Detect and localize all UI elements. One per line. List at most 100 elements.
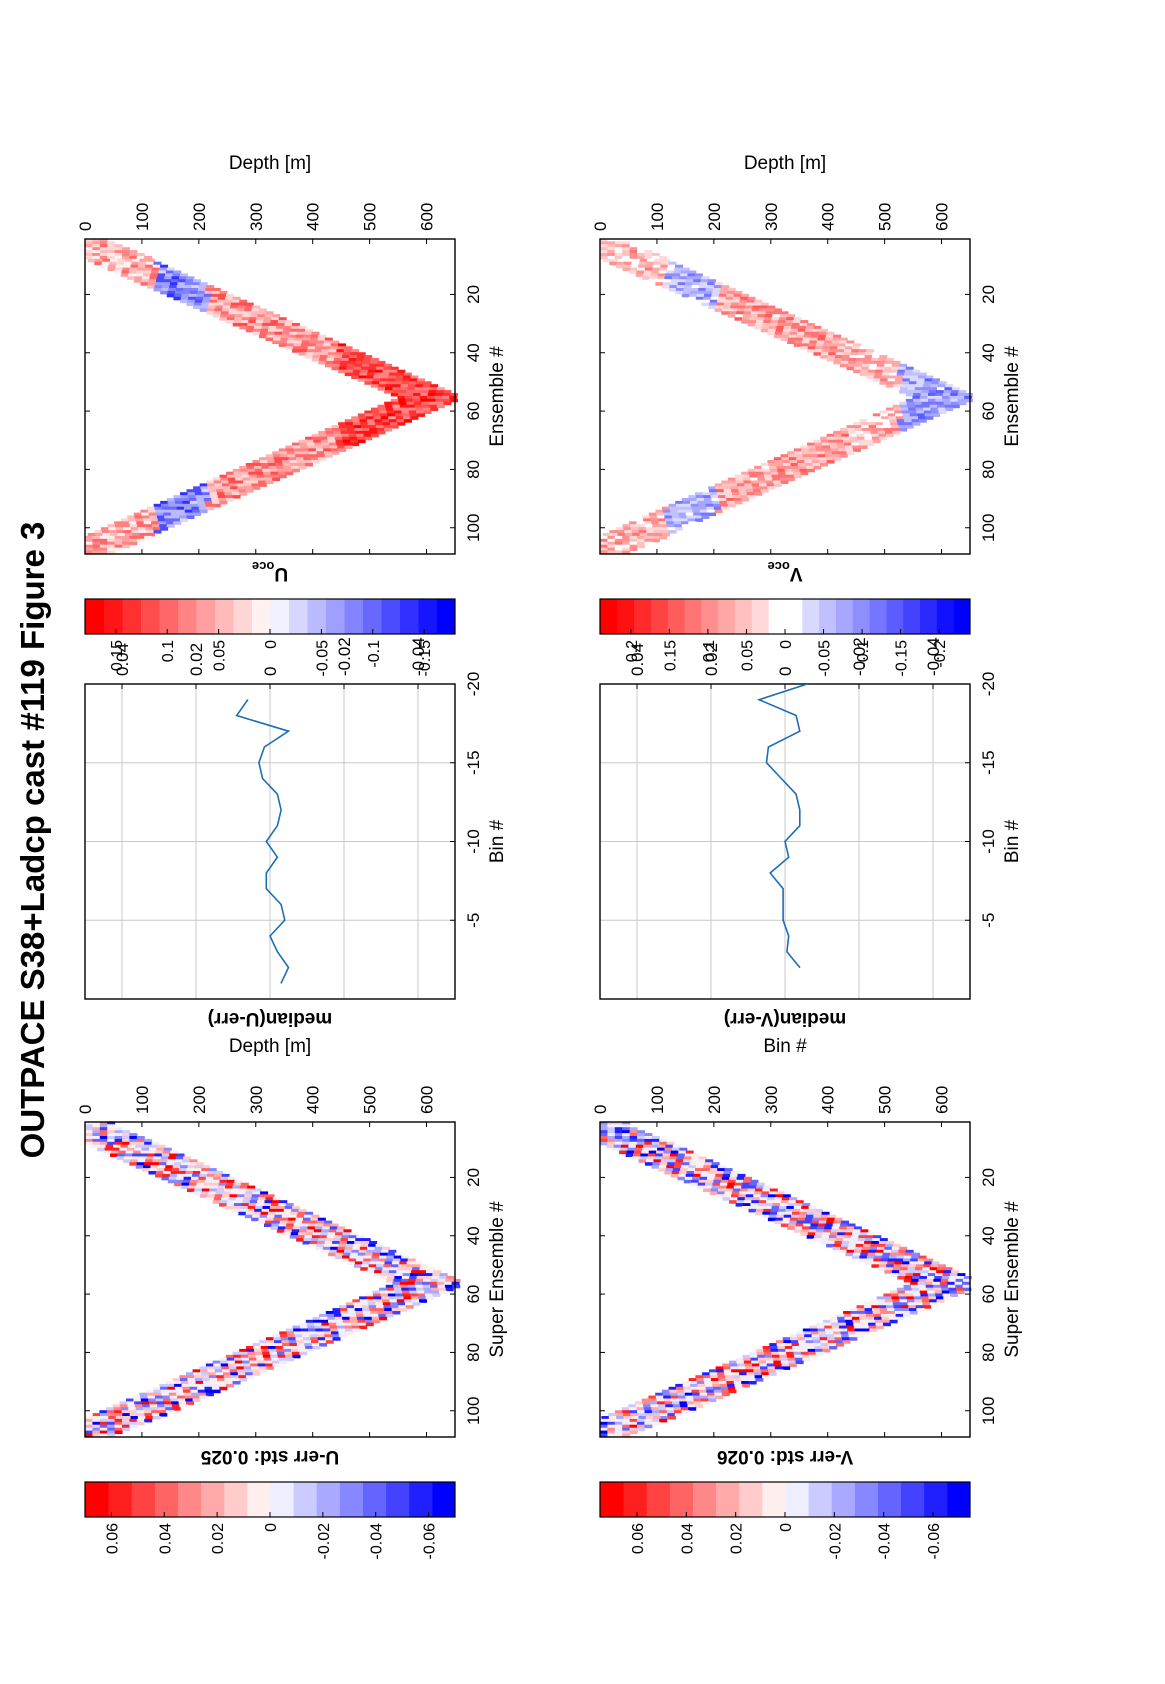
heatmap-cell	[920, 1293, 929, 1297]
heatmap-cell	[880, 378, 889, 382]
heatmap-cell	[663, 1150, 672, 1155]
heatmap-cell	[219, 317, 228, 321]
heatmap-cell	[909, 378, 918, 382]
heatmap-cell	[787, 340, 796, 344]
heatmap-cell	[157, 518, 166, 522]
heatmap-cell	[160, 500, 169, 505]
heatmap-cell	[151, 521, 160, 525]
heatmap-cell	[200, 1369, 208, 1373]
heatmap-cell	[364, 436, 373, 441]
heatmap-cell	[340, 430, 349, 435]
heatmap-cell	[291, 468, 300, 473]
heatmap-cell	[807, 1346, 815, 1350]
heatmap-cell	[814, 349, 823, 353]
heatmap-cell	[805, 1340, 814, 1344]
colorbar-segment	[669, 1482, 694, 1517]
heatmap-cell	[413, 1264, 422, 1268]
heatmap-cell	[666, 1410, 675, 1414]
heatmap-cell	[220, 1176, 229, 1181]
heatmap-cell	[185, 1171, 194, 1175]
heatmap-cell	[211, 293, 220, 298]
heatmap-cell	[889, 1255, 897, 1260]
heatmap-cell	[92, 541, 101, 546]
heatmap-cell	[607, 1418, 616, 1423]
heatmap-cell	[305, 1346, 314, 1350]
heatmap-cell	[808, 1351, 817, 1356]
heatmap-cell	[784, 1211, 793, 1216]
heatmap-cell	[423, 381, 432, 385]
heatmap-cell	[428, 390, 437, 394]
heatmap-cell	[900, 407, 909, 412]
heatmap-cell	[790, 1340, 799, 1344]
heatmap-cell	[607, 241, 616, 245]
series-point	[806, 684, 808, 685]
colorbar-segment	[900, 1482, 925, 1517]
heatmap-cell	[933, 1284, 942, 1289]
heatmap-cell	[301, 340, 310, 344]
heatmap-cell	[831, 1322, 840, 1327]
heatmap-cell	[888, 416, 897, 420]
heatmap-cell	[722, 1173, 731, 1178]
heatmap-cell	[189, 293, 197, 298]
heatmap-cell	[260, 1346, 269, 1350]
heatmap-cell	[685, 509, 693, 514]
heatmap-cell	[838, 448, 847, 452]
heatmap-cell	[324, 1220, 333, 1225]
heatmap-cell	[241, 317, 250, 321]
heatmap-cell	[169, 285, 178, 289]
heatmap-cell	[327, 355, 336, 359]
heatmap-cell	[662, 282, 671, 286]
heatmap-cell	[202, 1378, 211, 1382]
heatmap-cell	[254, 325, 262, 330]
heatmap-cell	[793, 474, 802, 479]
bin-tick-label: -15	[979, 750, 998, 775]
y-tick-label: 300	[762, 203, 781, 231]
heatmap-cell	[285, 1328, 294, 1332]
heatmap-cell	[856, 1241, 865, 1245]
heatmap-cell	[368, 1302, 376, 1306]
heatmap-cell	[710, 1188, 719, 1192]
heatmap-cell	[878, 433, 887, 438]
heatmap-cell	[935, 393, 944, 397]
heatmap-cell	[670, 1392, 678, 1397]
heatmap-cell	[140, 1150, 149, 1155]
heatmap-cell	[672, 1168, 681, 1172]
heatmap-cell	[857, 1311, 866, 1315]
heatmap-cell	[171, 515, 180, 519]
heatmap-cell	[863, 358, 872, 362]
heatmap-cell	[168, 1176, 177, 1181]
heatmap-cell	[784, 1343, 793, 1347]
heatmap-cell	[751, 1200, 760, 1204]
heatmap-cell	[318, 1340, 327, 1344]
heatmap-cell	[713, 1389, 722, 1394]
heatmap-cell	[782, 1194, 791, 1198]
heatmap-cell	[154, 285, 163, 289]
heatmap-cell	[263, 474, 272, 479]
heatmap-cell	[757, 314, 766, 318]
heatmap-cell	[711, 1162, 720, 1166]
heatmap-cell	[727, 1182, 736, 1187]
heatmap-cell	[268, 463, 276, 467]
heatmap-cell	[337, 1246, 346, 1251]
heatmap-cell	[232, 495, 241, 499]
heatmap-cell	[600, 250, 608, 254]
heatmap-cell	[910, 1284, 919, 1289]
colorbar-tick-label: 0.2	[624, 640, 641, 662]
residual-tick-label: 0	[776, 667, 795, 676]
heatmap-cell	[644, 1133, 653, 1137]
heatmap-cell	[177, 282, 186, 286]
heatmap-cell	[159, 267, 168, 272]
heatmap-cell	[894, 381, 903, 385]
heatmap-cell	[85, 547, 93, 552]
heatmap-cell	[193, 1372, 202, 1376]
heatmap-cell	[954, 1281, 963, 1286]
heatmap-cell	[708, 302, 717, 307]
heatmap-cell	[665, 1144, 674, 1149]
heatmap-cell	[607, 1138, 616, 1143]
heatmap-cell	[268, 325, 277, 330]
heatmap-cell	[773, 308, 782, 312]
heatmap-cell	[193, 305, 202, 309]
heatmap-cell	[164, 1168, 173, 1172]
heatmap-cell	[718, 1188, 726, 1192]
heatmap-cell	[218, 293, 227, 298]
